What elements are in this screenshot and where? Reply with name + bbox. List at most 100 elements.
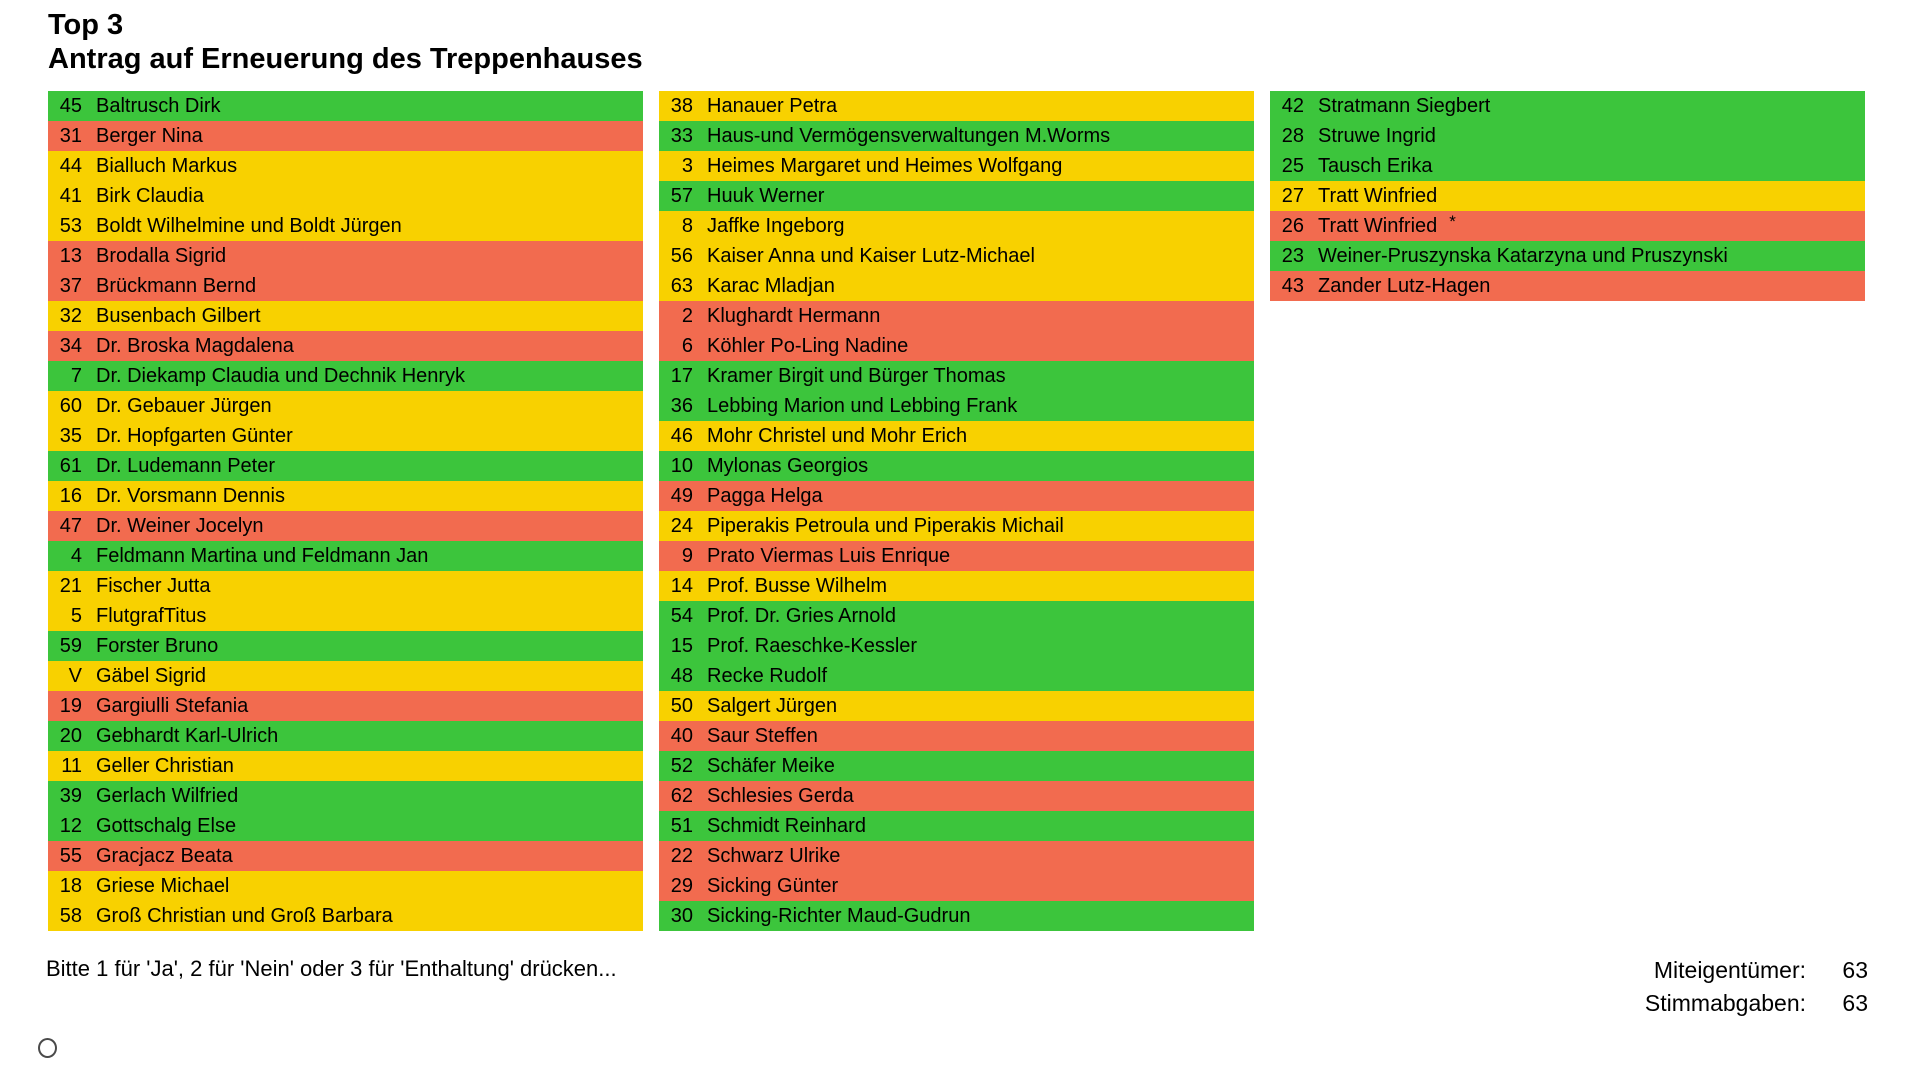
owner-row[interactable]: 42 Stratmann Siegbert [1270,91,1865,121]
owner-row[interactable]: 13 Brodalla Sigrid [48,241,643,271]
owner-number: 33 [670,124,693,147]
owner-row[interactable]: 4 Feldmann Martina und Feldmann Jan [48,541,643,571]
votes-cast-value: 63 [1842,990,1868,1016]
owner-row[interactable]: 58 Groß Christian und Groß Barbara [48,901,643,931]
owner-row[interactable]: 17 Kramer Birgit und Bürger Thomas [659,361,1254,391]
co-owners-label: Miteigentümer: [1653,957,1806,983]
owner-row[interactable]: 32 Busenbach Gilbert [48,301,643,331]
owner-row[interactable]: 63 Karac Mladjan [659,271,1254,301]
owner-row[interactable]: 19 Gargiulli Stefania [48,691,643,721]
owner-row[interactable]: 60 Dr. Gebauer Jürgen [48,391,643,421]
owner-name: Dr. Hopfgarten Günter [96,424,293,447]
owner-row[interactable]: 31 Berger Nina [48,121,643,151]
owner-row[interactable]: 56 Kaiser Anna und Kaiser Lutz-Michael [659,241,1254,271]
owner-row[interactable]: 29 Sicking Günter [659,871,1254,901]
owner-name: Busenbach Gilbert [96,304,261,327]
owner-number: 46 [670,424,693,447]
owner-row[interactable]: 20 Gebhardt Karl-Ulrich [48,721,643,751]
owner-row[interactable]: 26 Tratt Winfried * [1270,211,1865,241]
owner-row[interactable]: 39 Gerlach Wilfried [48,781,643,811]
owner-row[interactable]: 59 Forster Bruno [48,631,643,661]
owner-row[interactable]: 54 Prof. Dr. Gries Arnold [659,601,1254,631]
owner-row[interactable]: 24 Piperakis Petroula und Piperakis Micha… [659,511,1254,541]
owner-row[interactable]: 34 Dr. Broska Magdalena [48,331,643,361]
owner-row[interactable]: 57 Huuk Werner [659,181,1254,211]
owner-row[interactable]: 2 Klughardt Hermann [659,301,1254,331]
owner-row[interactable]: 3 Heimes Margaret und Heimes Wolfgang [659,151,1254,181]
owner-number: 4 [70,544,82,567]
owner-row[interactable]: 51 Schmidt Reinhard [659,811,1254,841]
owner-row[interactable]: 16 Dr. Vorsmann Dennis [48,481,643,511]
owner-row[interactable]: 36 Lebbing Marion und Lebbing Frank [659,391,1254,421]
owner-row[interactable]: 30 Sicking-Richter Maud-Gudrun [659,901,1254,931]
owner-number: 26 [1281,214,1304,237]
owner-row[interactable]: 15 Prof. Raeschke-Kessler [659,631,1254,661]
owner-row[interactable]: 12 Gottschalg Else [48,811,643,841]
owner-number: 30 [670,904,693,927]
owner-name: Dr. Vorsmann Dennis [96,484,285,507]
owner-row[interactable]: 38 Hanauer Petra [659,91,1254,121]
owner-row[interactable]: 48 Recke Rudolf [659,661,1254,691]
owner-number: 2 [681,304,693,327]
owner-row[interactable]: 8 Jaffke Ingeborg [659,211,1254,241]
owner-row[interactable]: 5 FlutgrafTitus [48,601,643,631]
owner-row[interactable]: 9 Prato Viermas Luis Enrique [659,541,1254,571]
owner-row[interactable]: 11 Geller Christian [48,751,643,781]
owner-row[interactable]: 41 Birk Claudia [48,181,643,211]
owner-row[interactable]: 22 Schwarz Ulrike [659,841,1254,871]
owner-name: Tausch Erika [1318,154,1433,177]
owner-row[interactable]: 46 Mohr Christel und Mohr Erich [659,421,1254,451]
owner-number: 41 [59,184,82,207]
owner-number: 22 [670,844,693,867]
owner-row[interactable]: 52 Schäfer Meike [659,751,1254,781]
owner-row[interactable]: 43 Zander Lutz-Hagen [1270,271,1865,301]
owner-number: 40 [670,724,693,747]
owner-row[interactable]: 61 Dr. Ludemann Peter [48,451,643,481]
owner-row[interactable]: 10 Mylonas Georgios [659,451,1254,481]
owner-name: Griese Michael [96,874,230,897]
owners-column-2: 38 Hanauer Petra 33 Haus-und Vermögensverwa… [659,91,1254,931]
owner-name: Geller Christian [96,754,234,777]
owner-number: 3 [681,154,693,177]
owner-row[interactable]: 18 Griese Michael [48,871,643,901]
owner-row[interactable]: 49 Pagga Helga [659,481,1254,511]
owner-row[interactable]: 28 Struwe Ingrid [1270,121,1865,151]
owner-name: Haus-und Vermögensverwaltungen M.Worms [707,124,1111,147]
owner-number: 29 [670,874,693,897]
owner-row[interactable]: 21 Fischer Jutta [48,571,643,601]
owner-name: Kramer Birgit und Bürger Thomas [707,364,1006,387]
owner-number: 52 [670,754,693,777]
owner-row[interactable]: 7 Dr. Diekamp Claudia und Dechnik Henryk [48,361,643,391]
owner-row[interactable]: 23 Weiner-Pruszynska Katarzyna und Pruszy… [1270,241,1865,271]
vote-counters: Miteigentümer: 63 Stimmabgaben: 63 [1645,954,1868,1020]
owner-row[interactable]: 50 Salgert Jürgen [659,691,1254,721]
owner-row[interactable]: V Gäbel Sigrid [48,661,643,691]
owner-name: Boldt Wilhelmine und Boldt Jürgen [96,214,402,237]
owner-row[interactable]: 37 Brückmann Bernd [48,271,643,301]
owner-row[interactable]: 62 Schlesies Gerda [659,781,1254,811]
owner-row[interactable]: 33 Haus-und Vermögensverwaltungen M.Worms [659,121,1254,151]
owner-name: Gebhardt Karl-Ulrich [96,724,279,747]
owner-row[interactable]: 25 Tausch Erika [1270,151,1865,181]
owner-number: 19 [59,694,82,717]
owner-row[interactable]: 27 Tratt Winfried [1270,181,1865,211]
owner-row[interactable]: 44 Bialluch Markus [48,151,643,181]
owner-name: Berger Nina [96,124,203,147]
owner-row[interactable]: 6 Köhler Po-Ling Nadine [659,331,1254,361]
voting-instruction: Bitte 1 für 'Ja', 2 für 'Nein' oder 3 fü… [46,956,617,981]
votes-cast-label: Stimmabgaben: [1644,990,1806,1016]
owner-row[interactable]: 14 Prof. Busse Wilhelm [659,571,1254,601]
owner-row[interactable]: 45 Baltrusch Dirk [48,91,643,121]
owner-row[interactable]: 53 Boldt Wilhelmine und Boldt Jürgen [48,211,643,241]
owner-number: 39 [59,784,82,807]
owner-name: Mylonas Georgios [707,454,869,477]
owner-name: Piperakis Petroula und Piperakis Michail [707,514,1064,537]
owner-name: Huuk Werner [707,184,825,207]
owner-number: 58 [59,904,82,927]
owner-row[interactable]: 47 Dr. Weiner Jocelyn [48,511,643,541]
owner-row[interactable]: 40 Saur Steffen [659,721,1254,751]
owner-row[interactable]: 55 Gracjacz Beata [48,841,643,871]
agenda-item-number: Top 3 [48,9,124,41]
owner-row[interactable]: 35 Dr. Hopfgarten Günter [48,421,643,451]
